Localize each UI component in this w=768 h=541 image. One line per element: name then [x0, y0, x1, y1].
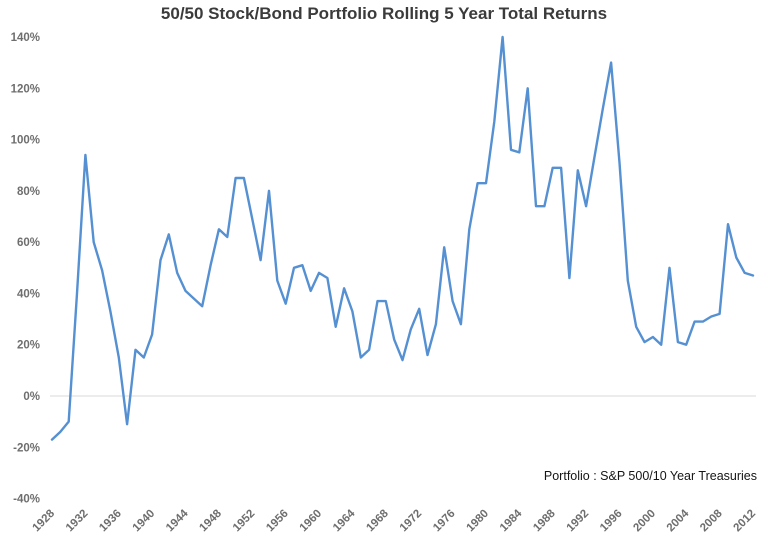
y-axis-tick-label: 0%	[23, 391, 40, 403]
x-axis-tick-label: 1932	[64, 508, 91, 535]
y-axis-tick-label: 120%	[11, 83, 40, 95]
x-axis-tick-label: 1976	[431, 508, 458, 535]
x-axis-tick-label: 1968	[364, 507, 391, 534]
x-axis-tick-label: 1948	[197, 507, 224, 534]
y-axis-tick-label: 60%	[17, 237, 40, 249]
x-axis-tick-label: 1952	[231, 508, 258, 535]
x-axis-tick-label: 2012	[732, 508, 759, 535]
x-axis-tick-label: 1936	[97, 508, 124, 535]
y-axis-tick-label: -20%	[13, 442, 40, 454]
x-axis-tick-label: 1996	[598, 508, 625, 535]
x-axis-tick-label: 1988	[531, 507, 558, 534]
y-axis-tick-label: 20%	[17, 340, 40, 352]
x-axis-tick-label: 1984	[498, 507, 525, 534]
x-axis-tick-label: 1960	[298, 508, 325, 535]
x-axis-tick-label: 1944	[164, 507, 191, 534]
x-axis-tick-label: 1992	[565, 508, 592, 535]
y-axis-tick-label: 40%	[17, 288, 40, 300]
y-axis-tick-label: -40%	[13, 494, 40, 506]
x-axis-tick-label: 1972	[398, 508, 425, 535]
x-axis-tick-label: 1928	[31, 507, 58, 534]
x-axis-tick-label: 2004	[665, 507, 692, 534]
x-axis-tick-label: 1956	[264, 508, 291, 535]
portfolio-annotation: Portfolio : S&P 500/10 Year Treasuries	[543, 469, 757, 483]
x-axis-tick-label: 1940	[131, 508, 158, 535]
x-axis-tick-label: 2008	[698, 507, 725, 534]
y-axis-tick-label: 140%	[11, 32, 40, 44]
y-axis-tick-label: 100%	[11, 135, 40, 147]
portfolio-returns-line-series	[50, 35, 755, 441]
x-axis-tick-label: 1964	[331, 507, 358, 534]
x-axis-tick-label: 1980	[464, 508, 491, 535]
x-axis-tick-label: 2000	[631, 508, 658, 535]
chart-title: 50/50 Stock/Bond Portfolio Rolling 5 Yea…	[160, 4, 608, 23]
y-axis-tick-label: 80%	[17, 186, 40, 198]
